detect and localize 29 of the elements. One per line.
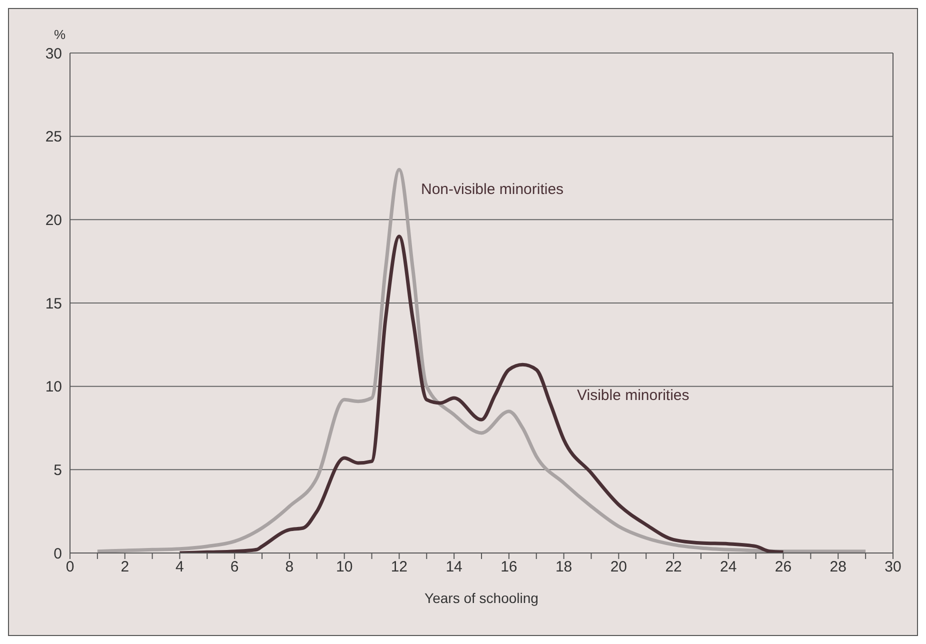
y-tick-label: 5 <box>54 462 62 479</box>
x-tick-label: 4 <box>176 558 184 576</box>
line-series <box>96 168 868 553</box>
x-tick-label: 18 <box>555 558 572 576</box>
x-tick-label: 30 <box>884 558 902 576</box>
x-axis-title: Years of schooling <box>424 590 538 606</box>
series-label: Visible minorities <box>577 387 690 404</box>
y-tick-label: 10 <box>45 378 62 396</box>
x-tick-label: 20 <box>610 558 628 576</box>
x-tick-label: 12 <box>390 558 408 576</box>
x-tick-label: 28 <box>830 558 846 576</box>
x-tick-label: 0 <box>66 558 74 576</box>
x-tick-label: 22 <box>665 558 682 576</box>
x-tick-label: 10 <box>336 558 353 576</box>
x-tick-label: 16 <box>500 558 518 576</box>
series-label: Non-visible minorities <box>421 181 564 198</box>
x-tick-label: 24 <box>720 558 737 576</box>
y-tick-label: 20 <box>45 212 62 229</box>
x-tick-label: 14 <box>446 558 462 576</box>
y-tick-label: 25 <box>45 128 62 146</box>
y-tick-label: 0 <box>54 545 62 562</box>
line-series <box>178 234 786 553</box>
x-tick-label: 26 <box>774 558 792 576</box>
y-tick-label: 15 <box>45 295 62 312</box>
x-tick-label: 6 <box>230 558 239 576</box>
y-tick-label: 30 <box>45 45 62 62</box>
x-tick-label: 2 <box>120 558 130 576</box>
y-axis-title: % <box>54 27 66 42</box>
x-tick-label: 8 <box>285 558 294 576</box>
